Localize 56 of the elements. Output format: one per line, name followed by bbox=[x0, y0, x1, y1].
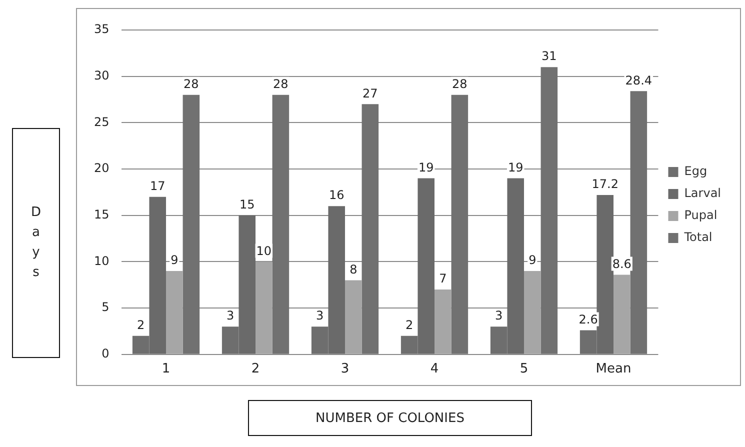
y-tick-label: 0 bbox=[102, 346, 110, 361]
data-label: 9 bbox=[528, 253, 536, 268]
bar bbox=[362, 104, 379, 354]
bar bbox=[166, 270, 183, 354]
x-tick-label: Mean bbox=[596, 362, 632, 377]
y-tick-label: 30 bbox=[94, 68, 110, 82]
bar bbox=[613, 274, 630, 354]
x-tick-label: 3 bbox=[340, 362, 350, 377]
data-label: 3 bbox=[495, 308, 503, 323]
bar bbox=[540, 67, 558, 354]
data-label: 31 bbox=[542, 49, 557, 64]
bar bbox=[434, 290, 452, 354]
bar bbox=[256, 262, 272, 354]
data-label: 10 bbox=[256, 244, 272, 258]
y-axis-title: Days bbox=[30, 204, 42, 282]
y-tick-label: 10 bbox=[94, 254, 110, 268]
legend-label: Pupal bbox=[684, 208, 718, 222]
y-tick-label: 15 bbox=[94, 207, 110, 222]
y-tick-label: 25 bbox=[94, 114, 110, 129]
y-tick-label: 35 bbox=[94, 22, 110, 36]
data-label: 7 bbox=[439, 272, 447, 286]
data-label: 2.6 bbox=[578, 312, 598, 326]
bar bbox=[451, 94, 468, 354]
data-label: 3 bbox=[316, 308, 324, 323]
data-label: 28 bbox=[452, 77, 468, 92]
data-label: 8 bbox=[350, 262, 358, 276]
data-label: 17 bbox=[150, 178, 166, 193]
x-tick-label: 5 bbox=[520, 362, 528, 377]
data-label: 2 bbox=[406, 318, 414, 332]
y-tick-label: 20 bbox=[94, 161, 110, 176]
data-label: 2 bbox=[137, 318, 145, 332]
bar bbox=[345, 280, 362, 354]
legend-label: Total bbox=[683, 230, 712, 244]
data-label: 8.6 bbox=[612, 256, 632, 271]
data-label: 16 bbox=[328, 188, 344, 202]
y-tick-label: 5 bbox=[102, 300, 110, 314]
data-label: 19 bbox=[418, 160, 434, 174]
data-label: 28 bbox=[184, 77, 199, 92]
bar bbox=[524, 270, 541, 354]
data-label: 28.4 bbox=[625, 73, 652, 88]
bar bbox=[182, 94, 200, 354]
bar bbox=[630, 91, 648, 354]
data-label: 17.2 bbox=[592, 177, 618, 192]
data-label: 27 bbox=[362, 86, 378, 100]
data-label: 15 bbox=[239, 197, 255, 212]
x-tick-label: 4 bbox=[430, 362, 439, 377]
data-label: 28 bbox=[273, 77, 288, 92]
legend-label: Larval bbox=[684, 186, 722, 200]
data-label: 19 bbox=[508, 160, 524, 174]
x-tick-label: 1 bbox=[162, 362, 170, 377]
data-label: 9 bbox=[170, 253, 178, 268]
x-tick-label: 2 bbox=[251, 362, 260, 377]
x-axis-title: NUMBER OF COLONIES bbox=[248, 400, 532, 436]
data-label: 3 bbox=[226, 308, 234, 323]
bar bbox=[272, 94, 290, 354]
legend-label: Egg bbox=[684, 164, 708, 178]
